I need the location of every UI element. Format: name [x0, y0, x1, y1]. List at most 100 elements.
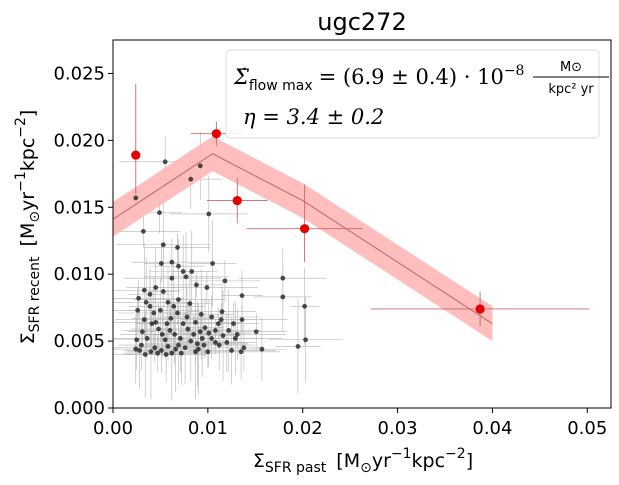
pixel-point: [185, 326, 191, 332]
pixel-point: [165, 344, 171, 349]
x-tick-label: 0.00: [93, 418, 133, 439]
pixel-point: [188, 176, 194, 182]
pixel-point: [137, 348, 142, 353]
pixel-point: [259, 346, 265, 352]
pixel-point: [176, 263, 181, 269]
pixel-point: [147, 303, 153, 309]
pixel-point: [169, 350, 175, 356]
pixel-point: [197, 163, 203, 169]
x-label-exp2: −2: [445, 446, 466, 462]
pixel-point: [232, 336, 238, 341]
axes-frame: [112, 39, 612, 409]
pixel-point: [172, 332, 178, 337]
binned-point: [211, 129, 221, 139]
pixel-point: [199, 336, 205, 341]
pixel-point: [280, 275, 286, 281]
pixel-point: [202, 325, 208, 331]
pixel-point: [133, 195, 139, 201]
pixel-point: [215, 321, 221, 327]
y-label-exp2: −2: [13, 117, 29, 138]
pixel-point: [180, 269, 186, 274]
pixel-point: [241, 345, 247, 351]
pixel-point: [140, 329, 145, 335]
pixel-point: [135, 307, 141, 313]
pixel-point: [197, 329, 203, 335]
pixel-point: [169, 259, 175, 265]
y-tick-label: 0.000: [53, 398, 105, 419]
pixel-point: [148, 349, 154, 355]
unit-denominator: kpc² yr: [548, 82, 594, 97]
y-label-exp1: −1: [13, 171, 29, 192]
pixel-point: [140, 228, 146, 234]
y-label-sub: SFR recent: [27, 256, 43, 332]
flow-equation: = (6.9 ± 0.4) · 10: [319, 65, 504, 89]
pixel-point: [178, 350, 184, 356]
y-label-yr: yr: [17, 192, 39, 211]
x-label-units: [M: [336, 450, 360, 472]
x-label-yr: yr: [372, 450, 391, 472]
binned-point: [232, 195, 242, 206]
pixel-point: [216, 342, 222, 348]
pixel-point: [239, 293, 245, 298]
x-axis-label: ΣSFR past [M⊙yr−1kpc−2]: [253, 446, 473, 476]
pixel-point: [206, 211, 212, 217]
pixel-point: [173, 346, 179, 352]
annotation-line1: Σ̇flow max = (6.9 ± 0.4) · 10−8: [233, 63, 524, 94]
y-label-units: [M: [17, 223, 39, 247]
pixel-point: [168, 315, 174, 321]
pixel-point: [157, 210, 162, 216]
pixel-point: [205, 349, 211, 355]
pixel-point: [213, 340, 218, 345]
pixel-point: [165, 299, 171, 305]
annotation-box: [225, 49, 600, 139]
pixel-point: [195, 346, 201, 352]
pixel-point: [210, 261, 216, 266]
pixel-point: [253, 329, 259, 335]
pixel-point: [239, 317, 245, 323]
x-tick-label: 0.02: [283, 418, 323, 439]
x-label-kpc: kpc: [412, 450, 446, 472]
pixel-point: [182, 345, 188, 351]
y-label-kpc: kpc: [17, 138, 39, 172]
pixel-point: [188, 338, 194, 344]
x-label-exp1: −1: [391, 446, 412, 462]
pixel-point: [280, 294, 286, 300]
pixel-point: [198, 311, 204, 317]
pixel-point: [209, 336, 215, 341]
pixel-point: [162, 159, 168, 165]
plot-area: 0.00 0.01 0.02 0.03 0.04 0.05 0.000 0.005 0.010 0…: [53, 39, 612, 439]
x-tick-label: 0.05: [567, 418, 607, 439]
pixel-point: [224, 340, 230, 345]
pixel-point: [219, 309, 225, 315]
pixel-point: [158, 261, 164, 266]
pixel-point: [206, 330, 212, 336]
pixel-point: [134, 337, 140, 343]
pixel-point: [158, 348, 164, 353]
flow-symbol: Σ̇: [233, 65, 249, 89]
pixel-point: [156, 326, 161, 332]
y-label-sun: ⊙: [27, 211, 43, 223]
pixel-point: [141, 317, 147, 323]
pixel-point: [231, 321, 236, 327]
pixel-point: [164, 321, 170, 327]
pixel-point: [151, 310, 157, 316]
pixel-point: [303, 337, 308, 343]
pixel-point: [194, 282, 199, 288]
y-tick-label: 0.010: [53, 264, 105, 285]
pixel-point: [167, 327, 173, 333]
pixel-point: [136, 295, 142, 301]
pixel-point: [213, 327, 218, 333]
pixel-point: [191, 332, 197, 337]
pixel-point: [133, 346, 139, 352]
pixel-point: [139, 342, 144, 348]
pixel-point: [163, 352, 169, 357]
pixel-point: [184, 314, 190, 320]
pixel-point: [302, 303, 308, 309]
pixel-point: [226, 327, 232, 333]
y-tick-label: 0.025: [53, 63, 105, 84]
pixel-point: [187, 301, 193, 307]
x-label-sub: SFR past: [265, 460, 327, 476]
pixel-point: [209, 314, 215, 320]
x-tick-label: 0.01: [188, 418, 228, 439]
